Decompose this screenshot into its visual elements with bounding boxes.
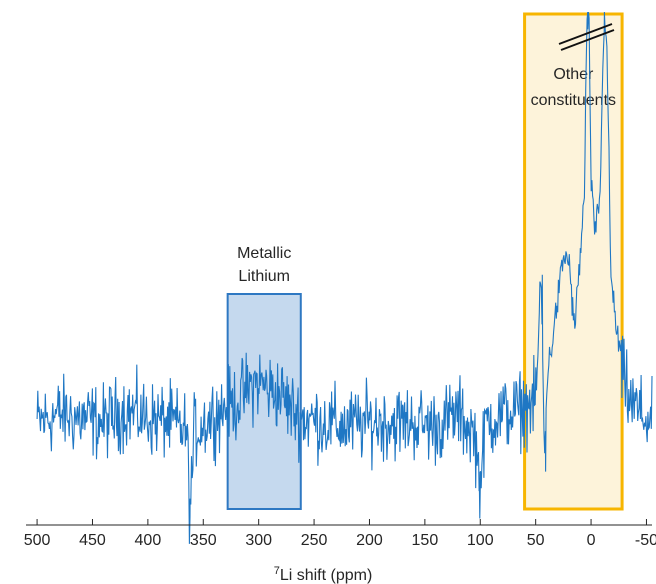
x-axis-title: 7Li shift (ppm) (274, 565, 373, 584)
spectrum-line (36, 11, 653, 544)
x-tick-label: 350 (190, 532, 217, 549)
x-tick-label: 100 (467, 532, 494, 549)
x-tick-label: 200 (356, 532, 383, 549)
region-label-2-line-1: Other (553, 66, 594, 83)
region-label-2-line-2: constituents (531, 92, 616, 109)
x-tick-label: 150 (412, 532, 439, 549)
x-axis-title-superscript: 7 (274, 565, 280, 577)
x-tick-label: 50 (527, 532, 545, 549)
highlight-regions: Metallic Lithium Other constituents (226, 12, 624, 511)
x-tick-label: 0 (587, 532, 596, 549)
region-label-1-line-2: Lithium (238, 268, 290, 285)
x-tick-label: 450 (79, 532, 106, 549)
x-tick-label: 250 (301, 532, 328, 549)
x-tick-label: -50 (635, 532, 656, 549)
x-tick-label: 300 (245, 532, 272, 549)
break-slash-2 (560, 29, 615, 51)
axis-break-marker (558, 23, 615, 51)
break-slash-1 (558, 23, 613, 45)
x-axis: 500 450 400 350 300 250 200 150 100 50 0 -50 (24, 519, 656, 549)
x-axis-title-text: Li shift (ppm) (280, 567, 372, 584)
x-tick-label: 400 (135, 532, 162, 549)
series-layer (36, 11, 653, 544)
region-label-1-line-1: Metallic (237, 245, 291, 262)
region-box-2 (523, 12, 624, 511)
x-tick-label: 500 (24, 532, 51, 549)
